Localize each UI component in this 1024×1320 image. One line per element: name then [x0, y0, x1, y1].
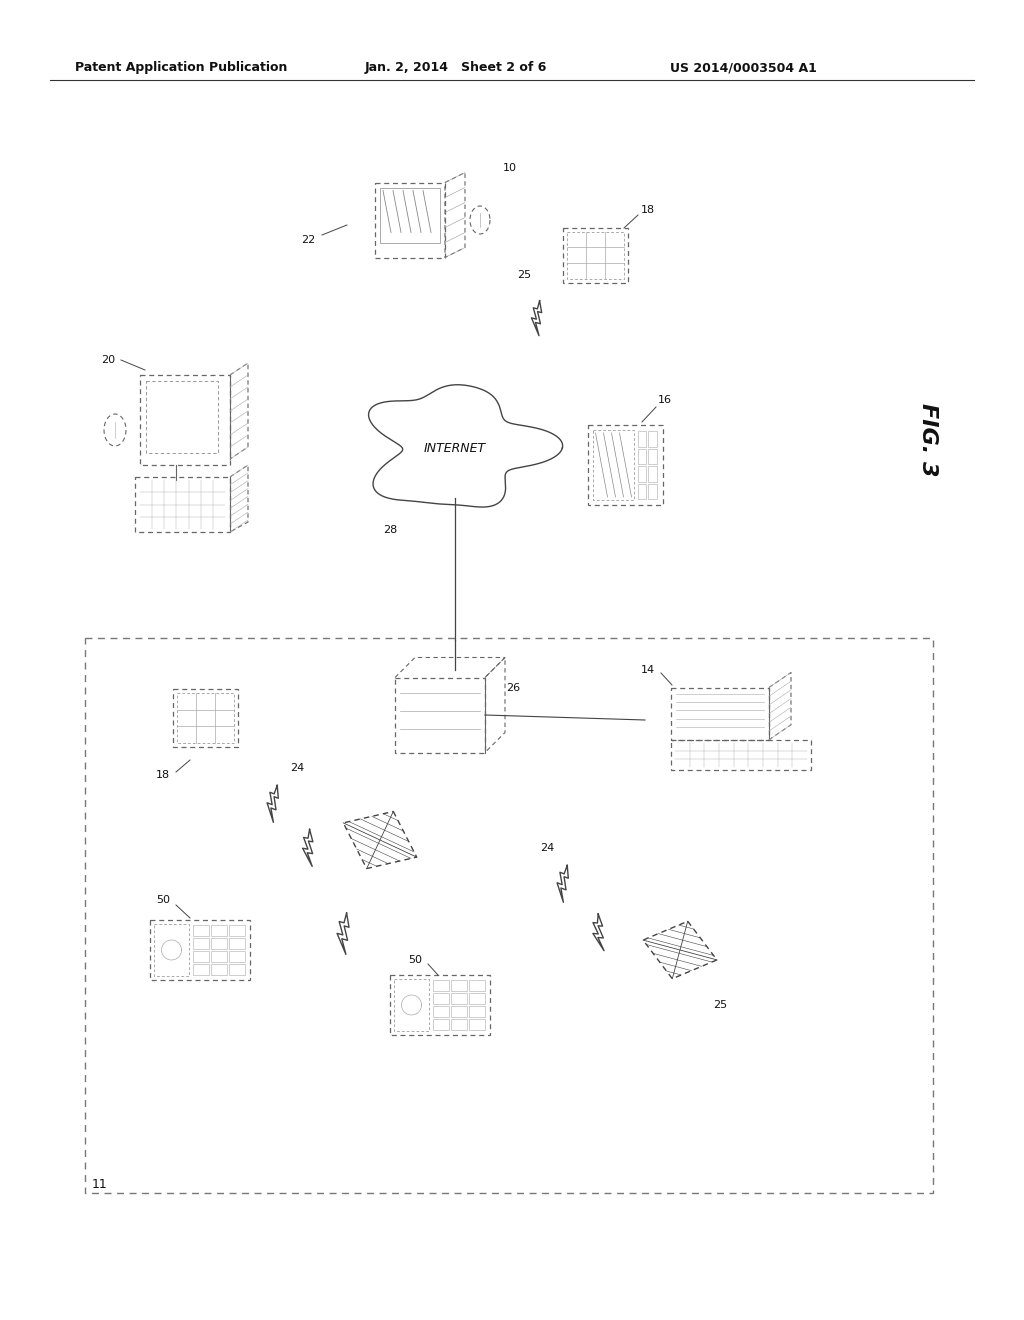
Bar — [229, 939, 245, 949]
Bar — [648, 432, 656, 446]
Bar — [193, 925, 209, 936]
Text: 18: 18 — [156, 770, 170, 780]
Bar — [469, 979, 485, 991]
Text: 28: 28 — [383, 525, 397, 535]
Bar — [451, 1006, 467, 1016]
Bar — [638, 483, 646, 499]
Bar — [395, 677, 485, 752]
Bar — [154, 924, 189, 975]
Bar — [193, 964, 209, 975]
Text: 50: 50 — [156, 895, 170, 906]
Bar — [433, 979, 449, 991]
Bar — [193, 939, 209, 949]
Bar — [140, 375, 230, 465]
Bar — [451, 979, 467, 991]
Bar — [588, 425, 663, 506]
Text: US 2014/0003504 A1: US 2014/0003504 A1 — [670, 62, 817, 74]
Bar — [146, 381, 218, 453]
Bar — [390, 975, 490, 1035]
Bar — [135, 477, 230, 532]
Bar — [648, 449, 656, 465]
Text: FIG. 3: FIG. 3 — [918, 403, 938, 477]
Bar — [172, 689, 238, 747]
Text: 16: 16 — [658, 395, 672, 405]
Bar — [394, 979, 429, 1031]
Text: 24: 24 — [290, 763, 304, 774]
Text: 22: 22 — [301, 235, 315, 246]
Bar — [229, 925, 245, 936]
Text: 11: 11 — [92, 1179, 108, 1192]
Text: 26: 26 — [506, 682, 520, 693]
Bar — [193, 950, 209, 962]
Bar — [638, 449, 646, 465]
Text: 50: 50 — [408, 954, 422, 965]
Bar — [229, 950, 245, 962]
Bar — [433, 1006, 449, 1016]
Bar — [671, 688, 769, 739]
Text: 25: 25 — [517, 271, 531, 280]
Bar — [211, 964, 227, 975]
Bar — [648, 466, 656, 482]
Bar — [211, 939, 227, 949]
Text: Patent Application Publication: Patent Application Publication — [75, 62, 288, 74]
Bar — [433, 993, 449, 1005]
Bar — [469, 1019, 485, 1030]
Bar — [211, 925, 227, 936]
Bar — [566, 231, 624, 279]
Text: 14: 14 — [641, 665, 655, 675]
Bar — [380, 187, 440, 243]
Bar — [469, 1006, 485, 1016]
Text: Jan. 2, 2014   Sheet 2 of 6: Jan. 2, 2014 Sheet 2 of 6 — [365, 62, 548, 74]
Bar — [150, 920, 250, 979]
Bar — [671, 739, 811, 770]
Bar — [451, 993, 467, 1005]
Bar — [211, 950, 227, 962]
Text: 20: 20 — [101, 355, 115, 366]
Bar — [433, 1019, 449, 1030]
Bar — [593, 430, 634, 500]
Text: 18: 18 — [641, 205, 655, 215]
Text: 10: 10 — [503, 162, 517, 173]
Text: INTERNET: INTERNET — [424, 441, 486, 454]
Bar — [85, 638, 933, 1193]
Bar — [229, 964, 245, 975]
Bar — [638, 466, 646, 482]
Bar — [176, 693, 233, 743]
Bar — [451, 1019, 467, 1030]
Bar — [469, 993, 485, 1005]
Text: 25: 25 — [713, 1001, 727, 1010]
Text: 24: 24 — [540, 843, 554, 853]
Bar — [562, 227, 628, 282]
Bar — [648, 483, 656, 499]
Bar — [638, 432, 646, 446]
Bar — [375, 182, 445, 257]
